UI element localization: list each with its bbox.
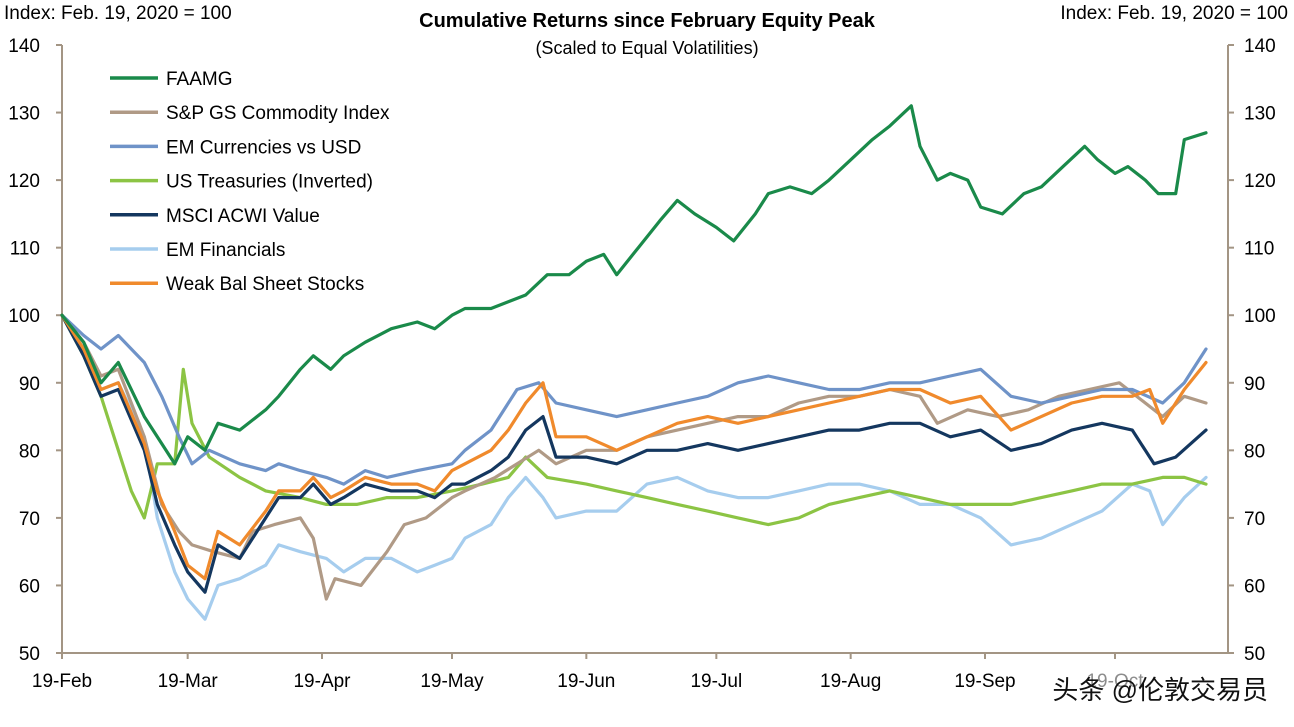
y-tick-label-right: 80 xyxy=(1244,441,1265,462)
y-tick-label-right: 130 xyxy=(1244,104,1276,125)
y-tick-label-left: 70 xyxy=(19,509,40,530)
y-tick-label-right: 100 xyxy=(1244,306,1276,327)
series-line-weak-bal-sheet-stocks xyxy=(60,313,1208,581)
y-tick-label-left: 130 xyxy=(8,104,40,125)
series-line-em-financials xyxy=(60,313,1208,621)
x-tick-label: 19-May xyxy=(420,671,484,692)
chart-title: Cumulative Returns since February Equity… xyxy=(419,10,875,32)
legend-label: EM Currencies vs USD xyxy=(166,137,361,158)
x-tick-label: 19-Aug xyxy=(820,671,881,692)
y-tick-label-right: 70 xyxy=(1244,509,1265,530)
y-tick-label-left: 50 xyxy=(19,644,40,665)
left-axis-index-label: Index: Feb. 19, 2020 = 100 xyxy=(4,3,232,24)
legend-label: Weak Bal Sheet Stocks xyxy=(166,274,364,295)
series-line-em-currencies-vs-usd xyxy=(60,313,1208,486)
legend-label: EM Financials xyxy=(166,240,285,261)
y-tick-label-left: 110 xyxy=(10,239,40,260)
y-tick-label-left: 60 xyxy=(19,576,40,597)
right-axis-index-label: Index: Feb. 19, 2020 = 100 xyxy=(1060,3,1288,24)
x-tick-label: 19-Sep xyxy=(954,671,1015,692)
x-tick-label: 19-Jun xyxy=(557,671,615,692)
legend-label: S&P GS Commodity Index xyxy=(166,103,390,124)
legend-label: US Treasuries (Inverted) xyxy=(166,172,373,193)
y-tick-label-right: 60 xyxy=(1244,576,1265,597)
watermark: 头条 @伦敦交易员 xyxy=(1048,670,1272,707)
series-line-faamg xyxy=(60,104,1208,466)
y-tick-label-left: 120 xyxy=(8,171,40,192)
x-tick-label: 19-Apr xyxy=(293,671,351,692)
y-tick-label-left: 140 xyxy=(8,36,40,57)
y-tick-label-right: 90 xyxy=(1244,374,1265,395)
y-tick-label-left: 100 xyxy=(8,306,40,327)
y-tick-label-left: 90 xyxy=(19,374,40,395)
y-tick-label-right: 120 xyxy=(1244,171,1276,192)
legend-label: MSCI ACWI Value xyxy=(166,206,320,227)
y-tick-label-right: 50 xyxy=(1244,644,1265,665)
y-tick-label-right: 110 xyxy=(1244,239,1274,260)
x-tick-label: 19-Mar xyxy=(158,671,219,692)
series-line-msci-acwi-value xyxy=(60,313,1208,594)
x-tick-label: 19-Feb xyxy=(32,671,92,692)
legend-label: FAAMG xyxy=(166,69,233,90)
chart-subtitle: (Scaled to Equal Volatilities) xyxy=(535,38,759,58)
x-tick-label: 19-Jul xyxy=(690,671,742,692)
y-tick-label-right: 140 xyxy=(1244,36,1276,57)
y-tick-label-left: 80 xyxy=(19,441,40,462)
